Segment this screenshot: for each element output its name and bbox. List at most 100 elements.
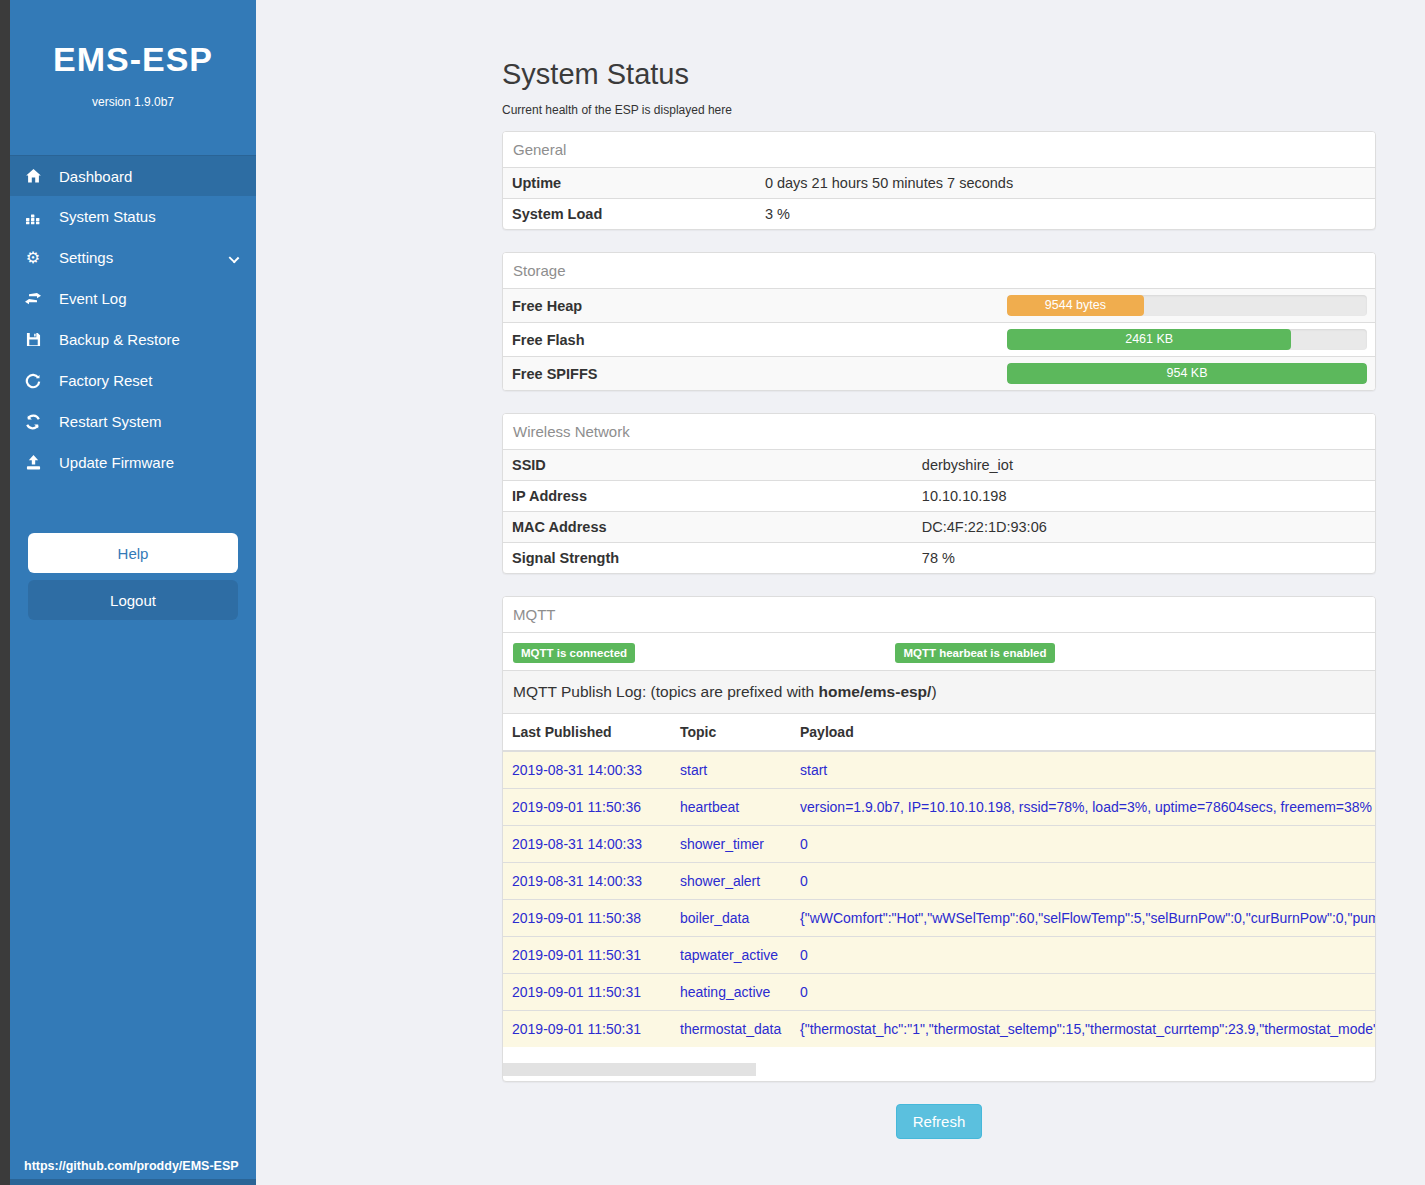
sidebar-item-label: Backup & Restore: [59, 331, 180, 348]
main-area: System Status Current health of the ESP …: [256, 0, 1425, 1185]
chevron-down-icon: [229, 253, 240, 264]
github-link[interactable]: https://github.com/proddy/EMS-ESP: [24, 1159, 239, 1173]
home-icon: [22, 167, 44, 185]
topic-cell: boiler_data: [671, 900, 791, 937]
brand: EMS-ESP version 1.9.0b7: [10, 0, 256, 109]
storage-panel-title: Storage: [503, 253, 1375, 288]
sidebar-item-label: System Status: [59, 208, 156, 225]
sidebar-item-restart-system[interactable]: Restart System: [10, 401, 256, 442]
sidebar-item-label: Dashboard: [59, 168, 132, 185]
ssid-label: SSID: [503, 450, 913, 481]
payload-cell: 0: [791, 974, 1375, 1011]
table-row: 2019-08-31 14:00:33 start start: [503, 751, 1375, 789]
window-edge-strip: [0, 0, 10, 1185]
last-published-cell: 2019-09-01 11:50:38: [503, 900, 671, 937]
topic-cell: tapwater_active: [671, 937, 791, 974]
system-load-value: 3 %: [756, 199, 1375, 230]
payload-cell: 0: [791, 863, 1375, 900]
sidebar-item-update-firmware[interactable]: Update Firmware: [10, 442, 256, 483]
refresh-button[interactable]: Refresh: [896, 1104, 983, 1139]
ip-address-value: 10.10.10.198: [913, 481, 1375, 512]
signal-strength-label: Signal Strength: [503, 543, 913, 574]
upload-icon: [22, 454, 44, 472]
sidebar-item-dashboard[interactable]: Dashboard: [10, 155, 256, 196]
last-published-cell: 2019-08-31 14:00:33: [503, 751, 671, 789]
table-row: Free Heap 9544 bytes: [503, 289, 1375, 323]
table-row: Uptime 0 days 21 hours 50 minutes 7 seco…: [503, 168, 1375, 199]
payload-cell: start: [791, 751, 1375, 789]
table-row: SSID derbyshire_iot: [503, 450, 1375, 481]
last-published-cell: 2019-09-01 11:50:31: [503, 974, 671, 1011]
payload-cell: {"wWComfort":"Hot","wWSelTemp":60,"selFl…: [791, 900, 1375, 937]
uptime-label: Uptime: [503, 168, 756, 199]
sidebar-item-factory-reset[interactable]: Factory Reset: [10, 360, 256, 401]
app-version: version 1.9.0b7: [10, 95, 256, 109]
col-payload: Payload: [791, 714, 1375, 752]
horizontal-scrollbar[interactable]: [503, 1063, 756, 1076]
sidebar-bottom-strip: [10, 1179, 256, 1185]
mqtt-connected-badge: MQTT is connected: [513, 643, 635, 663]
gear-icon: ⚙: [22, 249, 44, 267]
logout-button[interactable]: Logout: [28, 580, 238, 620]
signal-strength-value: 78 %: [913, 543, 1375, 574]
wireless-table: SSID derbyshire_iot IP Address 10.10.10.…: [503, 449, 1375, 573]
table-row: 2019-09-01 11:50:31 tapwater_active 0: [503, 937, 1375, 974]
sidebar-item-settings[interactable]: ⚙ Settings: [10, 237, 256, 278]
table-row: Free SPIFFS 954 KB: [503, 357, 1375, 391]
help-button[interactable]: Help: [28, 533, 238, 573]
table-row: MAC Address DC:4F:22:1D:93:06: [503, 512, 1375, 543]
topic-cell: shower_alert: [671, 863, 791, 900]
table-row: Signal Strength 78 %: [503, 543, 1375, 574]
system-status-icon: [22, 208, 44, 226]
mqtt-panel: MQTT MQTT is connected MQTT hearbeat is …: [502, 596, 1376, 1082]
storage-panel: Storage Free Heap 9544 bytes Free Flash …: [502, 252, 1376, 391]
sidebar-item-label: Restart System: [59, 413, 162, 430]
page-subtitle: Current health of the ESP is displayed h…: [502, 103, 1376, 117]
free-heap-progress: 9544 bytes: [1007, 295, 1367, 316]
table-row: 2019-09-01 11:50:38 boiler_data {"wWComf…: [503, 900, 1375, 937]
sidebar-item-system-status[interactable]: System Status: [10, 196, 256, 237]
storage-table: Free Heap 9544 bytes Free Flash 2461 KB: [503, 288, 1375, 390]
sidebar-item-label: Factory Reset: [59, 372, 152, 389]
general-panel-title: General: [503, 132, 1375, 167]
table-row: 2019-09-01 11:50:31 thermostat_data {"th…: [503, 1011, 1375, 1048]
ssid-value: derbyshire_iot: [913, 450, 1375, 481]
mqtt-panel-title: MQTT: [503, 597, 1375, 632]
col-last-published: Last Published: [503, 714, 671, 752]
free-spiffs-label: Free SPIFFS: [503, 357, 1007, 391]
free-spiffs-progress: 954 KB: [1007, 363, 1367, 384]
table-row: System Load 3 %: [503, 199, 1375, 230]
last-published-cell: 2019-09-01 11:50:31: [503, 1011, 671, 1048]
table-spacer: [503, 1047, 1375, 1063]
mac-address-label: MAC Address: [503, 512, 913, 543]
save-icon: [22, 331, 44, 349]
sidebar-item-label: Event Log: [59, 290, 127, 307]
factory-reset-icon: [22, 372, 44, 390]
ip-address-label: IP Address: [503, 481, 913, 512]
sidebar-item-label: Settings: [59, 249, 113, 266]
free-heap-label: Free Heap: [503, 289, 1007, 323]
free-flash-progress: 2461 KB: [1007, 329, 1367, 350]
sidebar-item-backup-restore[interactable]: Backup & Restore: [10, 319, 256, 360]
free-flash-label: Free Flash: [503, 323, 1007, 357]
sidebar-nav: Dashboard System Status ⚙ Settings: [10, 155, 256, 483]
table-row: 2019-08-31 14:00:33 shower_alert 0: [503, 863, 1375, 900]
topic-cell: thermostat_data: [671, 1011, 791, 1048]
mac-address-value: DC:4F:22:1D:93:06: [913, 512, 1375, 543]
topic-cell: heartbeat: [671, 789, 791, 826]
mqtt-publish-log-header: MQTT Publish Log: (topics are prefixed w…: [503, 670, 1375, 713]
event-log-icon: [22, 290, 44, 308]
sidebar: EMS-ESP version 1.9.0b7 Dashboard Syste: [0, 0, 256, 1185]
restart-icon: [22, 413, 44, 431]
sidebar-item-event-log[interactable]: Event Log: [10, 278, 256, 319]
free-heap-progress-fill: 9544 bytes: [1007, 295, 1144, 316]
free-flash-progress-fill: 2461 KB: [1007, 329, 1291, 350]
app-title: EMS-ESP: [10, 40, 256, 79]
wireless-panel: Wireless Network SSID derbyshire_iot IP …: [502, 413, 1376, 574]
table-row: 2019-08-31 14:00:33 shower_timer 0: [503, 826, 1375, 863]
payload-cell: 0: [791, 826, 1375, 863]
payload-cell: 0: [791, 937, 1375, 974]
general-panel: General Uptime 0 days 21 hours 50 minute…: [502, 131, 1376, 230]
wireless-panel-title: Wireless Network: [503, 414, 1375, 449]
mqtt-badges-row: MQTT is connected MQTT hearbeat is enabl…: [503, 632, 1375, 670]
